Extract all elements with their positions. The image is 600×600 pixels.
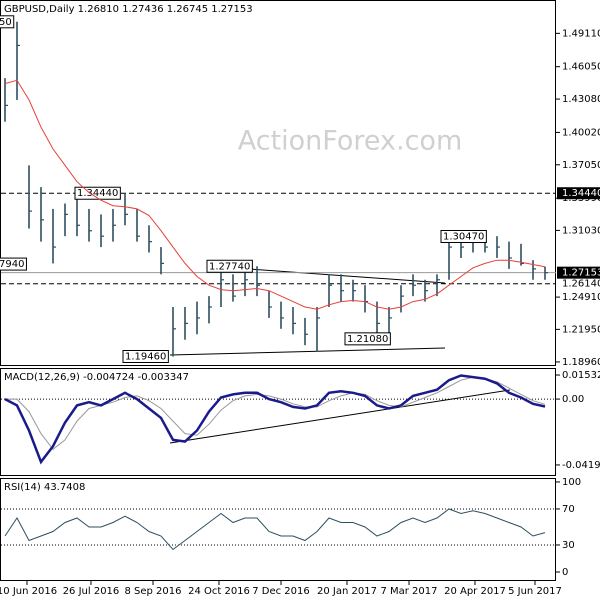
price-annotation: 1.34440 <box>77 188 118 199</box>
y-tick-label: 70 <box>562 504 575 515</box>
annotation-box <box>440 230 487 244</box>
level-label-box <box>557 266 600 279</box>
x-tick-label: 8 Sep 2016 <box>124 586 181 597</box>
level-label-box <box>557 187 600 200</box>
x-tick-label: 10 Jun 2016 <box>0 586 57 597</box>
series-line <box>4 79 546 310</box>
annotation-box <box>344 332 391 346</box>
x-tick-label: 26 Jul 2016 <box>63 586 120 597</box>
price-annotation: 1.21080 <box>347 334 388 345</box>
x-tick-label: 7 Mar 2017 <box>380 586 437 597</box>
y-tick-label: 0.00 <box>562 394 584 405</box>
price-panel-frame <box>0 0 556 366</box>
y-tick-label: 30 <box>562 540 575 551</box>
y-tick-label: 1.46050 <box>562 62 600 73</box>
macd-panel-frame <box>0 368 556 476</box>
level-label: 1.27153 <box>562 268 600 279</box>
y-tick-label: 1.31030 <box>562 225 600 236</box>
series-line <box>4 508 546 551</box>
y-tick-label: 1.18960 <box>562 357 600 368</box>
y-tick-label: 100 <box>562 477 581 488</box>
x-tick-label: 20 Jan 2017 <box>317 586 377 597</box>
level-label: 1.34440 <box>562 188 600 199</box>
y-tick-label: 1.37050 <box>562 160 600 171</box>
price-annotation: 7940 <box>0 259 24 270</box>
x-tick-label: 20 Apr 2017 <box>444 586 506 597</box>
panel-title: MACD(12,26,9) -0.004724 -0.003347 <box>4 372 189 383</box>
annotation-box <box>122 349 169 363</box>
y-tick-label: 1.21950 <box>562 324 600 335</box>
price-annotation: 1.27740 <box>209 261 250 272</box>
price-annotation: 1.19460 <box>125 351 166 362</box>
price-annotation: 1.30470 <box>443 232 484 243</box>
annotation-box <box>0 257 27 271</box>
series-line <box>5 376 546 451</box>
x-tick-label: 5 Jun 2017 <box>508 586 562 597</box>
y-tick-label: 1.24910 <box>562 292 600 303</box>
annotation-box <box>0 15 15 29</box>
y-tick-label: 0 <box>562 567 568 578</box>
rsi-panel-frame <box>0 478 556 581</box>
series-line <box>4 374 546 465</box>
y-tick-label: 1.43080 <box>562 94 600 105</box>
panel-title: RSI(14) 43.7408 <box>4 482 85 493</box>
annotation-box <box>206 259 253 273</box>
price-annotation: 50 <box>0 17 12 28</box>
support-trendline <box>169 347 446 356</box>
x-tick-label: 7 Dec 2016 <box>252 586 310 597</box>
macd-trendline <box>169 389 511 444</box>
panel-title: GBPUSD,Daily 1.26810 1.27436 1.26745 1.2… <box>4 4 253 15</box>
level-label: 1.26140 <box>562 279 600 290</box>
y-tick-label: -0.041957 <box>562 460 600 471</box>
x-tick-label: 24 Oct 2016 <box>188 586 250 597</box>
y-tick-label: 1.49110 <box>562 28 600 39</box>
y-tick-label: 1.40020 <box>562 127 600 138</box>
y-tick-label: 0.015325 <box>562 370 600 381</box>
watermark: ActionForex.com <box>238 126 463 157</box>
